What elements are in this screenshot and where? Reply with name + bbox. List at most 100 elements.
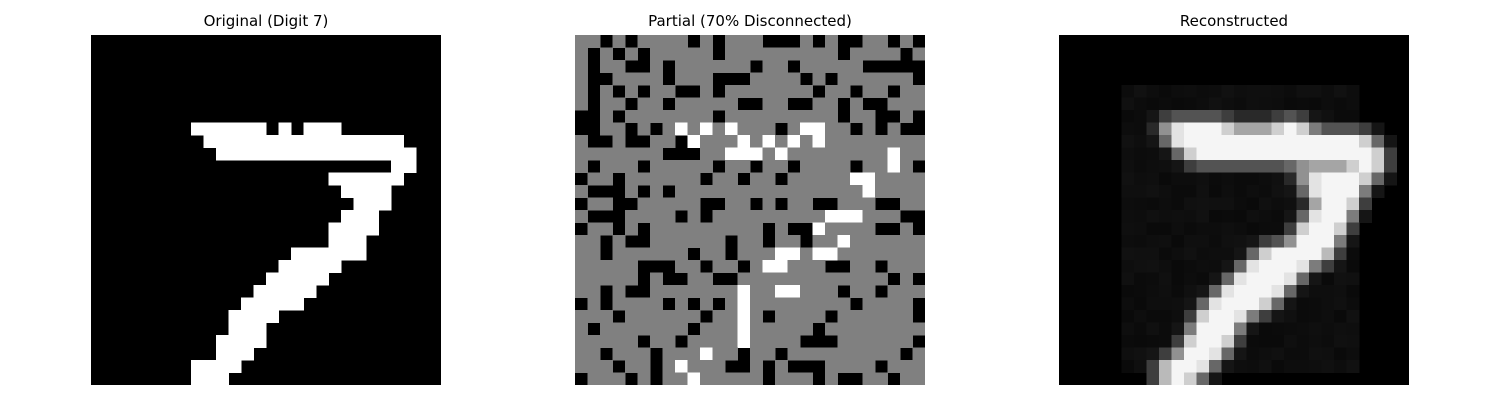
digit-pixel [191, 360, 204, 373]
disconnected-pixel [637, 197, 651, 211]
reconstructed-pixel [1146, 347, 1160, 361]
digit-pixel [328, 147, 342, 161]
disconnected-pixel [575, 322, 588, 336]
digit-pixel [278, 135, 292, 148]
reconstructed-pixel [1346, 85, 1360, 98]
panel-title-partial: Partial (70% Disconnected) [648, 12, 852, 30]
reconstructed-pixel [1309, 310, 1322, 323]
disconnected-pixel [700, 235, 713, 248]
digit-pixel [291, 297, 304, 311]
disconnected-pixel [700, 147, 713, 161]
disconnected-pixel [650, 97, 663, 111]
reconstructed-pixel [1309, 185, 1322, 198]
disconnected-pixel [587, 347, 601, 361]
reconstructed-pixel [1346, 235, 1360, 248]
reconstructed-pixel [1146, 185, 1160, 198]
disconnected-pixel [762, 297, 776, 311]
reconstructed-pixel [1171, 85, 1185, 98]
reconstructed-pixel [1321, 110, 1335, 123]
disconnected-pixel [762, 247, 776, 261]
disconnected-pixel [675, 322, 688, 336]
reconstructed-pixel [1309, 272, 1322, 286]
disconnected-pixel [750, 210, 763, 223]
disconnected-pixel [862, 72, 876, 86]
reconstructed-pixel [1234, 235, 1247, 248]
reconstructed-pixel [1134, 322, 1147, 336]
reconstructed-pixel [1146, 210, 1160, 223]
digit-pixel [191, 122, 204, 136]
disconnected-pixel [750, 372, 763, 385]
disconnected-pixel [675, 160, 688, 173]
disconnected-pixel [687, 197, 701, 211]
reconstructed-pixel [1234, 110, 1247, 123]
disconnected-pixel [862, 247, 876, 261]
digit-pixel [291, 247, 304, 261]
disconnected-pixel [612, 297, 626, 311]
reconstructed-pixel [1284, 310, 1297, 323]
disconnected-pixel [650, 197, 663, 211]
digit-pixel [378, 185, 392, 198]
digit-pixel [378, 147, 392, 161]
disconnected-pixel [687, 335, 701, 348]
disconnected-pixel [750, 247, 763, 261]
disconnected-pixel [575, 60, 588, 73]
reconstructed-pixel [1221, 97, 1235, 111]
disconnected-pixel [675, 197, 688, 211]
reconstructed-pixel [1171, 135, 1185, 148]
reconstructed-pixel [1171, 310, 1185, 323]
digit-pixel [228, 360, 242, 373]
disconnected-pixel [862, 372, 876, 385]
disconnected-pixel [687, 97, 701, 111]
visible-on-pixel [737, 135, 751, 148]
reconstructed-pixel [1121, 322, 1135, 336]
disconnected-pixel [700, 335, 713, 348]
reconstructed-pixel [1259, 247, 1272, 261]
disconnected-pixel [687, 285, 701, 298]
digit-pixel [241, 122, 254, 136]
disconnected-pixel [575, 185, 588, 198]
disconnected-pixel [775, 60, 788, 73]
reconstructed-pixel [1159, 85, 1172, 98]
reconstructed-pixel [1296, 147, 1310, 161]
disconnected-pixel [587, 285, 601, 298]
disconnected-pixel [900, 147, 913, 161]
disconnected-pixel [912, 235, 925, 248]
reconstructed-pixel [1296, 172, 1310, 186]
disconnected-pixel [612, 72, 626, 86]
reconstructed-pixel [1321, 122, 1335, 136]
reconstructed-pixel [1134, 197, 1147, 211]
reconstructed-pixel [1134, 97, 1147, 111]
disconnected-pixel [850, 222, 863, 236]
disconnected-pixel [800, 160, 813, 173]
disconnected-pixel [575, 272, 588, 286]
reconstructed-pixel [1159, 335, 1172, 348]
reconstructed-pixel [1196, 335, 1210, 348]
reconstructed-pixel [1234, 272, 1247, 286]
disconnected-pixel [737, 235, 751, 248]
disconnected-pixel [575, 85, 588, 98]
disconnected-pixel [587, 247, 601, 261]
disconnected-pixel [862, 235, 876, 248]
reconstructed-pixel [1146, 97, 1160, 111]
reconstructed-pixel [1209, 172, 1222, 186]
disconnected-pixel [750, 347, 763, 361]
reconstructed-pixel [1321, 297, 1335, 311]
disconnected-pixel [787, 110, 801, 123]
disconnected-pixel [625, 210, 638, 223]
disconnected-pixel [775, 272, 788, 286]
disconnected-pixel [662, 360, 676, 373]
disconnected-pixel [625, 185, 638, 198]
disconnected-pixel [737, 110, 751, 123]
panel-partial: Partial (70% Disconnected) [575, 0, 925, 400]
reconstructed-pixel [1196, 235, 1210, 248]
reconstructed-pixel [1346, 335, 1360, 348]
disconnected-pixel [900, 335, 913, 348]
disconnected-pixel [575, 147, 588, 161]
reconstructed-pixel [1246, 322, 1260, 336]
reconstructed-pixel [1196, 172, 1210, 186]
disconnected-pixel [850, 285, 863, 298]
disconnected-pixel [862, 260, 876, 273]
reconstructed-pixel [1259, 135, 1272, 148]
disconnected-pixel [662, 110, 676, 123]
disconnected-pixel [587, 272, 601, 286]
